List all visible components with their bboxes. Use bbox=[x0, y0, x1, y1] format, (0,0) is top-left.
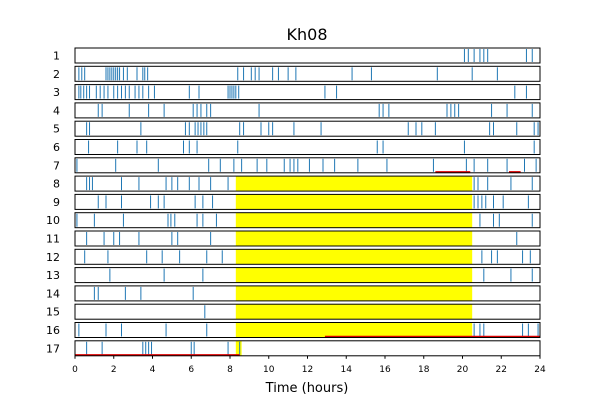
x-tick-label: 16 bbox=[379, 365, 391, 375]
highlight-band bbox=[235, 249, 473, 265]
row-frame bbox=[74, 65, 541, 82]
x-tick-label: 20 bbox=[457, 365, 469, 375]
row-frame bbox=[74, 230, 541, 247]
raster-row: 5 bbox=[53, 120, 541, 137]
row-label: 13 bbox=[46, 269, 60, 282]
row-label: 6 bbox=[53, 141, 60, 154]
raster-row: 6 bbox=[53, 139, 541, 155]
row-label: 7 bbox=[53, 159, 60, 172]
row-label: 5 bbox=[53, 123, 60, 136]
row-frame bbox=[74, 84, 541, 101]
raster-row: 16 bbox=[46, 322, 541, 338]
row-frame bbox=[74, 47, 541, 64]
row-label: 17 bbox=[46, 342, 60, 355]
highlight-band bbox=[235, 322, 473, 338]
row-label: 8 bbox=[53, 178, 60, 191]
row-frame bbox=[74, 340, 541, 357]
x-tick-label: 0 bbox=[72, 365, 78, 375]
x-tick-label: 8 bbox=[227, 365, 233, 375]
x-tick-label: 4 bbox=[150, 365, 156, 375]
row-label: 1 bbox=[53, 50, 60, 63]
row-label: 2 bbox=[53, 68, 60, 81]
highlight-band bbox=[235, 231, 473, 246]
raster-row: 7 bbox=[53, 157, 541, 174]
x-tick-label: 14 bbox=[341, 365, 353, 375]
raster-row: 15 bbox=[46, 303, 541, 320]
row-frame bbox=[74, 248, 541, 265]
highlight-band bbox=[235, 285, 473, 301]
raster-row: 14 bbox=[46, 285, 541, 302]
raster-row: 8 bbox=[53, 175, 541, 192]
highlight-band bbox=[235, 267, 473, 283]
row-frame bbox=[74, 139, 541, 155]
x-tick-label: 6 bbox=[188, 365, 194, 375]
raster-row: 3 bbox=[53, 84, 541, 101]
row-label: 9 bbox=[53, 196, 60, 209]
x-axis-label: Time (hours) bbox=[265, 381, 349, 396]
row-frame bbox=[74, 120, 541, 137]
row-label: 14 bbox=[46, 287, 60, 300]
raster-row: 4 bbox=[53, 102, 541, 119]
x-tick-label: 18 bbox=[418, 365, 430, 375]
row-label: 12 bbox=[46, 251, 60, 264]
raster-row: 13 bbox=[46, 267, 541, 284]
row-frame bbox=[74, 322, 541, 338]
x-axis: 0 2 4 6 8 10 12 14 16 18 20 22 24 bbox=[72, 355, 546, 375]
row-frame bbox=[74, 102, 541, 119]
row-frame bbox=[74, 157, 541, 174]
x-tick-label: 2 bbox=[111, 365, 117, 375]
row-frame bbox=[74, 303, 541, 320]
row-frame bbox=[74, 193, 541, 210]
row-label: 16 bbox=[46, 324, 60, 337]
row-label: 15 bbox=[46, 306, 60, 319]
raster-row: 1 bbox=[53, 47, 541, 64]
row-label: 11 bbox=[46, 233, 60, 246]
raster-row: 9 bbox=[53, 193, 541, 210]
row-frame bbox=[74, 175, 541, 192]
x-tick-label: 10 bbox=[263, 365, 275, 375]
chart-title: Kh08 bbox=[287, 25, 328, 44]
raster-row: 10 bbox=[46, 212, 541, 229]
highlight-band bbox=[235, 340, 242, 356]
row-frame bbox=[74, 212, 541, 229]
row-label: 4 bbox=[53, 104, 60, 117]
raster-row: 12 bbox=[46, 248, 541, 265]
x-tick-label: 12 bbox=[302, 365, 313, 375]
row-label: 3 bbox=[53, 86, 60, 99]
highlight-band bbox=[235, 212, 473, 228]
raster-row: 11 bbox=[46, 230, 541, 247]
row-frame bbox=[74, 267, 541, 284]
highlight-band bbox=[235, 304, 473, 320]
row-label: 10 bbox=[46, 214, 60, 227]
highlight-band bbox=[235, 176, 473, 192]
raster-row: 2 bbox=[53, 65, 541, 82]
row-frame bbox=[74, 285, 541, 302]
highlight-band bbox=[235, 194, 473, 210]
x-tick-label: 22 bbox=[496, 365, 507, 375]
raster-row: 17 bbox=[46, 340, 541, 357]
x-tick-label: 24 bbox=[534, 365, 546, 375]
